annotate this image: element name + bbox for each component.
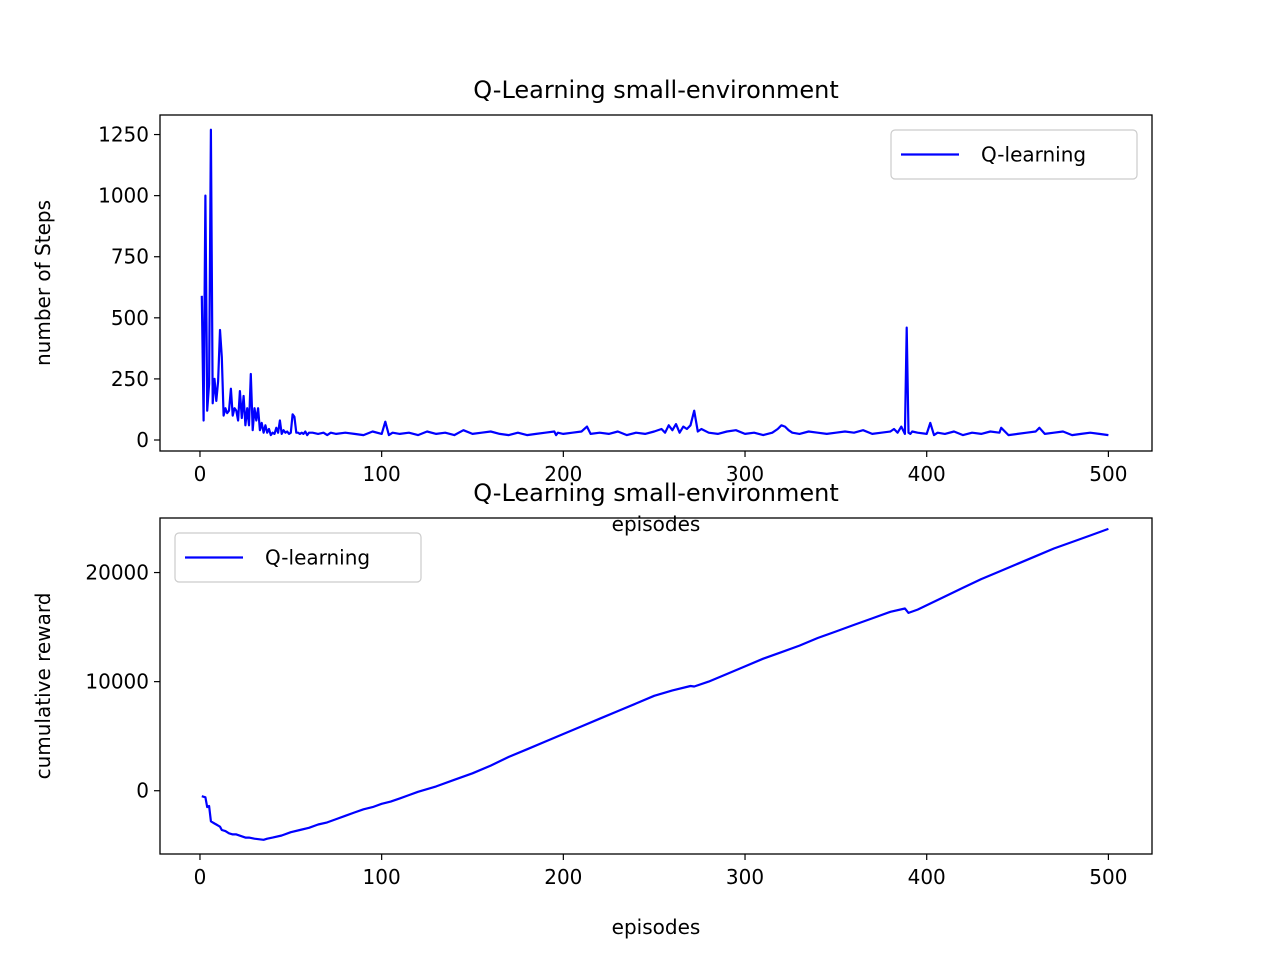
x-axis-label: episodes [612,512,701,536]
x-tick-label: 100 [363,462,401,486]
y-tick-label: 0 [136,779,149,803]
axes-frame [159,517,1153,855]
y-tick-label: 10000 [85,670,149,694]
x-tick-label: 200 [544,865,582,889]
legend-box [174,532,422,583]
x-tick-label: 0 [194,865,207,889]
x-tick-label: 300 [726,865,764,889]
series-line-0 [201,527,1109,841]
legend-label: Q-learning [981,143,1086,167]
y-axis-label: cumulative reward [31,593,55,780]
series-line-0 [200,128,1109,437]
y-axis-label: number of Steps [31,200,55,366]
x-tick-label: 400 [908,462,946,486]
legend-box [890,129,1138,180]
x-tick-label: 500 [1089,865,1127,889]
x-tick-label: 400 [908,865,946,889]
y-tick-label: 500 [111,306,149,330]
x-tick-label: 100 [363,865,401,889]
legend-label: Q-learning [265,546,370,570]
y-tick-label: 20000 [85,561,149,585]
top-chart: 0 100 200 300 400 500 0 250 500 750 1000 1250 Q-Lear… [31,76,1153,536]
axes-frame [159,114,1153,452]
x-axis-label: episodes [612,915,701,939]
x-tick-label: 0 [194,462,207,486]
x-tick-label: 200 [544,462,582,486]
legend: Q-learning [174,532,422,583]
y-tick-label: 750 [111,245,149,269]
x-tick-label: 500 [1089,462,1127,486]
chart-title: Q-Learning small-environment [473,76,838,104]
legend: Q-learning [890,129,1138,180]
x-tick-label: 300 [726,462,764,486]
y-tick-label: 250 [111,367,149,391]
y-tick-label: 1000 [98,184,149,208]
y-tick-label: 1250 [98,123,149,147]
y-tick-label: 0 [136,428,149,452]
chart-title: Q-Learning small-environment [473,479,838,507]
bottom-chart: 0 100 200 300 400 500 0 10000 20000 Q-Learning sm… [31,479,1153,939]
